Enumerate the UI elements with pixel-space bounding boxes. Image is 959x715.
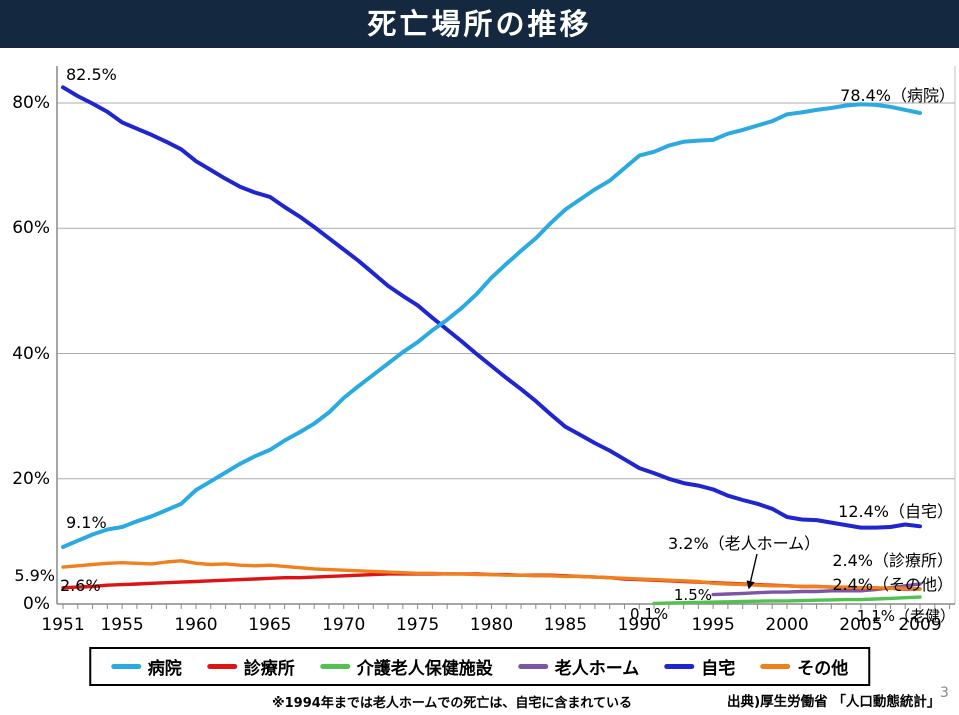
label-clinic-end: 2.4%（診療所） xyxy=(832,551,953,570)
legend-item-hospital: 病院 xyxy=(110,654,182,679)
x-label-1951: 1951 xyxy=(41,615,85,635)
nursing-home-arrow xyxy=(746,553,758,590)
x-label-1960: 1960 xyxy=(174,615,218,635)
legend-label-rouken: 介護老人保健施設 xyxy=(356,659,493,679)
y-label-20%: 20% xyxy=(12,468,50,489)
y-label-60%: 60% xyxy=(12,218,50,239)
label-nursing-home-end: 3.2%（老人ホーム） xyxy=(668,534,821,553)
legend-label-other: その他 xyxy=(797,659,849,679)
chart-legend: 病院 診療所 介護老人保健施設 老人ホーム 自宅 その他 xyxy=(88,647,871,686)
x-label-1980: 1980 xyxy=(469,615,514,635)
x-label-1955: 1955 xyxy=(100,615,144,635)
label-clinic-start: 2.6% xyxy=(60,576,101,595)
x-label-2000: 2000 xyxy=(765,615,809,635)
legend-label-hospital: 病院 xyxy=(147,659,182,679)
label-home-end: 12.4%（自宅） xyxy=(838,502,953,521)
page-number: 3 xyxy=(940,685,949,701)
label-other-end: 2.4%（その他） xyxy=(832,575,953,594)
label-home-start: 82.5% xyxy=(66,65,117,84)
legend-item-rouken: 介護老人保健施設 xyxy=(319,654,493,679)
legend-label-clinic: 診療所 xyxy=(243,659,295,679)
line-rouken xyxy=(652,595,922,606)
label-hospital-end: 78.4%（病院） xyxy=(840,86,955,105)
x-label-2009: 2009 xyxy=(898,615,942,635)
y-label-0%: 0% xyxy=(23,594,50,614)
legend-label-nursing_home: 老人ホーム xyxy=(554,659,640,679)
legend-swatch-nursing_home xyxy=(517,664,548,669)
legend-swatch-rouken xyxy=(319,664,350,669)
legend-label-home: 自宅 xyxy=(701,659,736,679)
page-title: 死亡場所の推移 xyxy=(0,0,959,48)
legend-swatch-hospital xyxy=(110,664,141,669)
line-home xyxy=(61,85,922,530)
label-rouken-end: 1.1%（老健） xyxy=(856,607,955,625)
x-label-1985: 1985 xyxy=(543,615,588,635)
legend-item-other: その他 xyxy=(760,654,848,679)
x-label-1990: 1990 xyxy=(617,615,661,635)
legend-swatch-other xyxy=(760,664,791,669)
label-other-start: 5.9% xyxy=(14,566,55,585)
legend-swatch-home xyxy=(664,664,695,669)
legend-item-nursing_home: 老人ホーム xyxy=(517,654,640,679)
label-hospital-start: 9.1% xyxy=(66,513,107,532)
x-label-1970: 1970 xyxy=(322,615,366,635)
label-nursing-home-start: 1.5% xyxy=(673,586,712,604)
x-label-1965: 1965 xyxy=(248,615,292,635)
label-rouken-start: 0.1% xyxy=(630,605,669,623)
legend-item-clinic: 診療所 xyxy=(206,654,295,679)
x-label-2005: 2005 xyxy=(839,615,883,635)
line-other xyxy=(61,559,922,591)
source-credit: 出典)厚生労働省 「人口動態統計」 xyxy=(727,694,941,710)
legend-swatch-clinic xyxy=(206,664,237,669)
footnote: ※1994年までは老人ホームでの死亡は、自宅に含まれている xyxy=(272,696,633,711)
x-label-1995: 1995 xyxy=(691,615,735,635)
legend-item-home: 自宅 xyxy=(664,654,735,679)
line-hospital xyxy=(61,102,922,549)
y-label-40%: 40% xyxy=(12,343,50,364)
y-label-80%: 80% xyxy=(12,93,50,113)
x-label-1975: 1975 xyxy=(395,615,440,635)
